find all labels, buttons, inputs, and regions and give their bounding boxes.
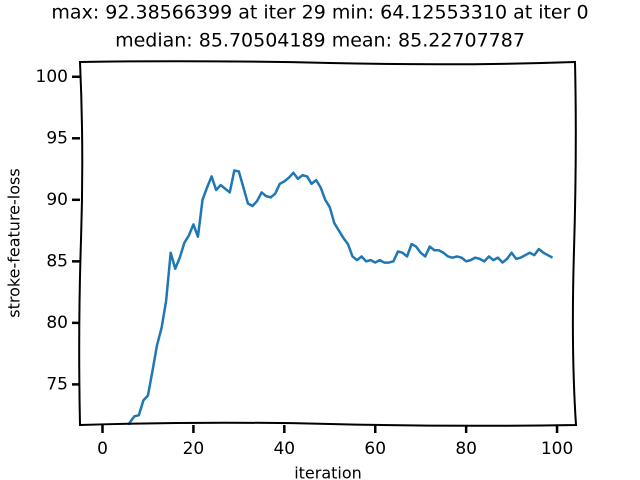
x-tick-label: 80 bbox=[455, 439, 477, 459]
plot-area bbox=[127, 169, 554, 425]
axes-frame bbox=[78, 60, 578, 427]
y-tick-label: 100 bbox=[36, 67, 68, 87]
y-tick-label: 95 bbox=[46, 128, 68, 148]
data-line bbox=[127, 169, 554, 425]
x-axis-label: iteration bbox=[294, 464, 362, 480]
x-tick-label: 40 bbox=[273, 439, 295, 459]
x-tick-label: 20 bbox=[183, 439, 205, 459]
y-axis-label: stroke-feature-loss bbox=[5, 168, 24, 317]
y-tick-label: 75 bbox=[46, 374, 68, 394]
x-tick-label: 60 bbox=[364, 439, 386, 459]
y-tick-label: 80 bbox=[46, 313, 68, 333]
chart-subtitle: median: 85.70504189 mean: 85.22707787 bbox=[115, 30, 525, 52]
y-tick-label: 85 bbox=[46, 251, 68, 271]
chart-title: max: 92.38566399 at iter 29 min: 64.1255… bbox=[51, 2, 588, 24]
x-tick-label: 100 bbox=[541, 439, 573, 459]
y-tick-label: 90 bbox=[46, 190, 68, 210]
x-tick-label: 0 bbox=[97, 439, 108, 459]
